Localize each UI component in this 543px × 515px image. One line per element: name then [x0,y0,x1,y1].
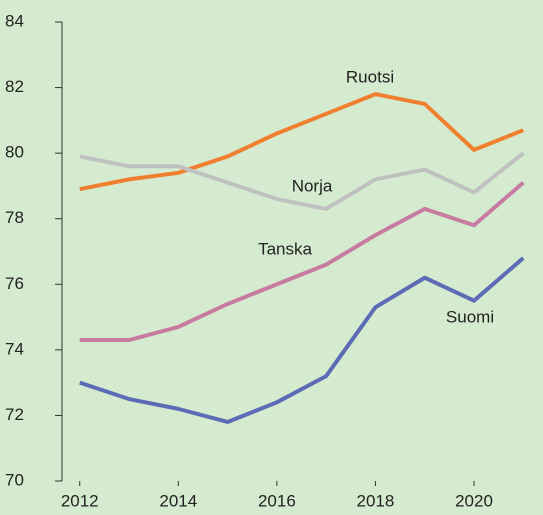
series-line [79,256,525,424]
x-tick-label: 2014 [159,491,197,510]
series-line [79,151,525,211]
series-line [79,92,525,192]
y-tick-label: 72 [5,405,24,424]
y-tick-label: 70 [5,470,24,489]
x-tick-label: 2018 [357,491,395,510]
y-tick-label: 82 [5,77,24,96]
x-tick-label: 2012 [61,491,99,510]
series-label: Ruotsi [346,67,394,86]
series-label: Suomi [446,307,494,326]
series-label: Tanska [258,239,312,258]
series-line [79,181,525,343]
series-label: Norja [292,176,333,195]
y-tick-label: 74 [5,339,24,358]
y-tick-label: 84 [5,11,24,30]
y-tick-label: 80 [5,143,24,162]
y-tick-label: 76 [5,274,24,293]
x-tick-label: 2020 [455,491,493,510]
x-tick-label: 2016 [258,491,296,510]
y-tick-label: 78 [5,208,24,227]
